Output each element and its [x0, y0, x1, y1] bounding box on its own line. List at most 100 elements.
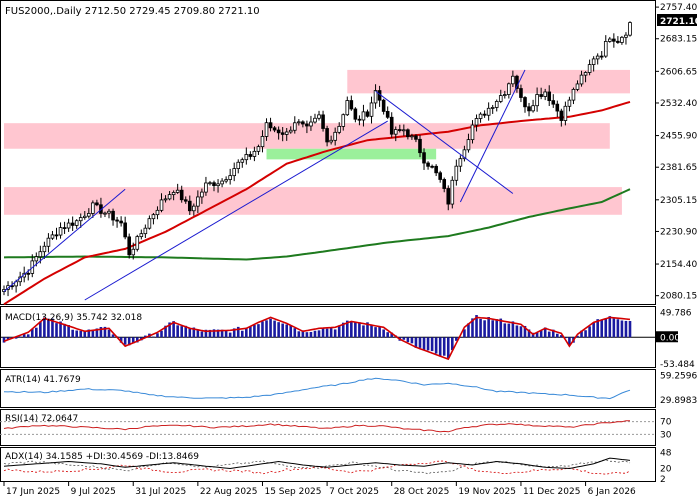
atr-panel-frame — [0, 369, 656, 408]
zone-0 — [347, 69, 630, 94]
macd-bar-21 — [87, 329, 91, 338]
macd-bar-101 — [410, 337, 414, 344]
candle-body-130 — [527, 106, 531, 112]
macd-bar-58 — [236, 326, 240, 338]
rsi-label: RSI(14) 72.0647 — [5, 414, 78, 424]
macd-bar-62 — [253, 324, 256, 338]
macd-bar-93 — [378, 326, 381, 338]
macd-bar-134 — [543, 327, 547, 338]
macd-bar-67 — [273, 320, 276, 338]
macd-bar-126 — [511, 321, 515, 338]
candle-body-33 — [135, 236, 140, 250]
candle-body-34 — [139, 233, 144, 238]
candle-body-59 — [240, 159, 245, 163]
trendline-1 — [84, 120, 388, 301]
x-tick-label-1: 9 Jul 2025 — [71, 487, 116, 497]
candle-body-8 — [34, 256, 39, 262]
macd-bar-48 — [196, 329, 200, 338]
ma-green-line — [3, 188, 631, 261]
candle-body-58 — [236, 161, 241, 169]
macd-bar-148 — [600, 319, 604, 338]
macd-bar-55 — [224, 330, 228, 338]
macd-bar-86 — [350, 321, 353, 338]
atr-tick-label-1: 29.8983 — [660, 396, 697, 406]
candle-body-150 — [608, 38, 612, 42]
macd-bar-18 — [75, 330, 78, 338]
rsi-panel-frame — [0, 409, 656, 446]
macd-bar-152 — [616, 319, 620, 338]
candle-body-39 — [159, 199, 164, 211]
candle-body-120 — [486, 107, 491, 116]
candle-body-87 — [353, 108, 358, 120]
macd-bar-38 — [156, 333, 159, 338]
macd-bar-146 — [592, 322, 595, 338]
macd-bar-151 — [612, 318, 616, 338]
ma-red-line — [3, 100, 631, 306]
candle-body-45 — [183, 199, 188, 202]
candle-body-19 — [78, 217, 83, 222]
macd-bar-80 — [325, 328, 329, 338]
macd-bar-61 — [249, 326, 252, 338]
macd-bar-115 — [467, 323, 470, 338]
candle-body-135 — [547, 91, 552, 102]
macd-bar-116 — [471, 318, 474, 338]
macd-bar-77 — [313, 330, 317, 338]
macd-bar-45 — [184, 325, 188, 338]
candle-body-91 — [369, 102, 374, 117]
macd-bar-40 — [164, 325, 167, 338]
price-panel-frame — [0, 0, 656, 305]
macd-bar-6 — [26, 334, 30, 338]
macd-bar-90 — [366, 322, 369, 338]
macd-bar-65 — [265, 320, 268, 338]
macd-bar-8 — [35, 327, 38, 338]
price-tick-label-5: 2381.65 — [660, 163, 697, 173]
macd-bar-81 — [329, 327, 333, 338]
macd-bar-23 — [95, 328, 99, 338]
macd-bar-85 — [345, 320, 349, 338]
price-tick-label-2: 2606.65 — [660, 67, 697, 77]
candle-body-83 — [337, 125, 342, 133]
macd-bar-11 — [47, 318, 50, 338]
macd-bar-39 — [160, 330, 163, 338]
macd-bar-27 — [111, 334, 115, 338]
candle-body-18 — [74, 220, 79, 226]
macd-bar-3 — [14, 337, 18, 339]
candle-body-9 — [38, 251, 43, 258]
macd-bar-71 — [289, 325, 293, 338]
candle-body-115 — [466, 139, 471, 151]
macd-bar-99 — [402, 337, 406, 340]
candle-body-60 — [244, 154, 249, 161]
price-tick-label-6: 2305.15 — [660, 196, 697, 206]
candle-body-32 — [131, 248, 136, 256]
candle-body-139 — [563, 105, 568, 121]
candle-body-23 — [95, 202, 99, 206]
candle-body-113 — [458, 158, 463, 167]
macd-bar-44 — [180, 326, 184, 338]
macd-bar-73 — [297, 331, 301, 338]
macd-bar-109 — [442, 337, 446, 356]
atr-tick-label-0: 59.2596 — [660, 371, 697, 381]
candle-body-153 — [620, 36, 624, 43]
candle-body-29 — [119, 220, 123, 224]
candle-body-57 — [232, 168, 237, 177]
candle-body-140 — [567, 99, 572, 107]
macd-bar-110 — [446, 337, 450, 358]
macd-label: MACD(13,26,9) 35.742 32.018 — [5, 313, 142, 323]
price-tick-label-9: 2080.15 — [660, 292, 697, 302]
candle-body-38 — [155, 209, 160, 216]
candle-body-54 — [220, 180, 224, 185]
macd-bar-106 — [430, 337, 434, 352]
macd-bar-89 — [362, 325, 365, 338]
macd-bar-42 — [172, 321, 175, 338]
macd-bar-74 — [301, 330, 305, 338]
macd-bar-113 — [459, 337, 462, 338]
candle-body-41 — [167, 194, 172, 200]
macd-bar-47 — [192, 327, 196, 338]
candle-body-99 — [402, 129, 406, 132]
candle-body-49 — [200, 191, 204, 198]
macd-bar-87 — [354, 322, 357, 338]
macd-bar-104 — [422, 337, 426, 350]
adx-panel-frame — [0, 447, 656, 482]
macd-bar-121 — [491, 320, 494, 338]
macd-bar-105 — [426, 337, 430, 351]
